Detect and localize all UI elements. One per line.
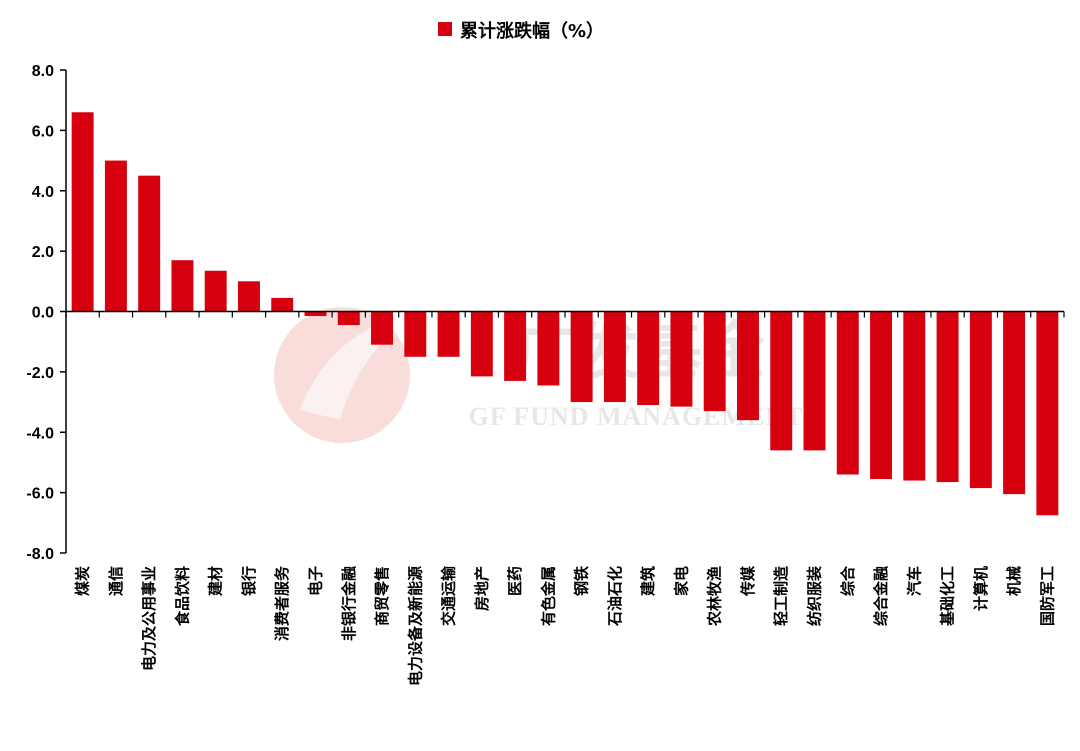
y-tick-label: 6.0 — [32, 123, 54, 140]
x-category-label: 汽车 — [905, 566, 923, 596]
bar — [803, 311, 826, 451]
x-category-label: 电力及公用事业 — [140, 566, 158, 671]
bar — [404, 311, 427, 357]
x-category-label: 传媒 — [739, 565, 757, 597]
bar — [237, 281, 260, 312]
x-category-label: 国防军工 — [1038, 566, 1056, 626]
bar — [271, 297, 294, 312]
legend-label: 累计涨跌幅（%） — [460, 20, 604, 42]
y-tick-label: -4.0 — [26, 425, 54, 442]
x-category-label: 通信 — [107, 566, 125, 596]
bar — [836, 311, 859, 475]
legend: 累计涨跌幅（%） — [438, 20, 604, 42]
y-tick-label: -6.0 — [26, 486, 54, 503]
bar — [870, 311, 893, 480]
x-category-label: 建材 — [207, 566, 225, 596]
bar — [703, 311, 726, 412]
x-category-label: 食品饮料 — [173, 566, 191, 626]
bar — [603, 311, 626, 403]
bar — [670, 311, 693, 407]
bar — [71, 112, 94, 312]
bar — [736, 311, 759, 421]
x-category-label: 机械 — [1005, 566, 1023, 596]
x-category-label: 计算机 — [972, 566, 990, 611]
x-axis — [65, 310, 1065, 318]
x-category-label: 消费者服务 — [273, 565, 291, 641]
y-tick-label: -2.0 — [26, 365, 54, 382]
x-category-label: 石油石化 — [606, 566, 624, 627]
bar — [537, 311, 560, 386]
y-tick-label: 4.0 — [32, 184, 54, 201]
bar — [1036, 311, 1059, 516]
x-category-label: 房地产 — [473, 566, 491, 611]
bar — [304, 311, 327, 317]
bar — [936, 311, 959, 483]
x-category-label: 电力设备及新能源 — [406, 566, 424, 686]
x-category-label: 有色金属 — [539, 566, 557, 626]
y-tick-label: 0.0 — [32, 305, 54, 322]
bar — [138, 175, 161, 312]
legend-swatch — [438, 22, 452, 36]
x-category-label: 煤炭 — [74, 566, 92, 596]
bar — [470, 311, 493, 377]
x-category-label: 商贸零售 — [373, 566, 391, 626]
bar — [770, 311, 793, 451]
bar — [1003, 311, 1026, 495]
x-category-label: 基础化工 — [939, 566, 957, 627]
y-axis: 8.0 6.0 4.0 2.0 0.0 -2.0 -4.0 -6.0 -8.0 — [26, 63, 67, 563]
bar — [504, 311, 527, 381]
x-category-label: 综合 — [839, 565, 857, 596]
bar — [204, 270, 227, 312]
y-tick-label: 2.0 — [32, 244, 54, 261]
x-category-label: 纺织服装 — [806, 565, 824, 626]
bar — [437, 311, 460, 357]
bars — [71, 112, 1059, 516]
watermark-logo-swoosh — [300, 310, 420, 420]
x-category-label: 轻工制造 — [772, 566, 790, 626]
x-category-label: 综合金融 — [872, 566, 890, 626]
category-labels: 煤炭 通信 电力及公用事业 食品饮料 建材 银行 消费者服务 电子 非银行金融 商贸零售 电力设备及… — [74, 565, 1057, 686]
bar — [570, 311, 593, 403]
bar — [637, 311, 660, 406]
y-tick-label: -8.0 — [26, 546, 54, 563]
bar — [969, 311, 992, 489]
x-category-label: 银行 — [240, 566, 258, 596]
x-category-label: 医药 — [506, 566, 524, 596]
x-category-label: 农林牧渔 — [706, 566, 724, 627]
x-category-label: 家电 — [672, 566, 690, 596]
bar — [104, 160, 127, 312]
x-category-label: 交通运输 — [440, 565, 458, 626]
x-category-label: 建筑 — [639, 566, 657, 596]
x-category-label: 电子 — [307, 566, 325, 596]
y-tick-label: 8.0 — [32, 63, 54, 80]
x-category-label: 钢铁 — [573, 566, 591, 596]
x-category-label: 非银行金融 — [340, 566, 358, 641]
bar — [171, 260, 194, 312]
bar — [903, 311, 926, 481]
bar — [371, 311, 394, 345]
bar — [337, 311, 360, 326]
